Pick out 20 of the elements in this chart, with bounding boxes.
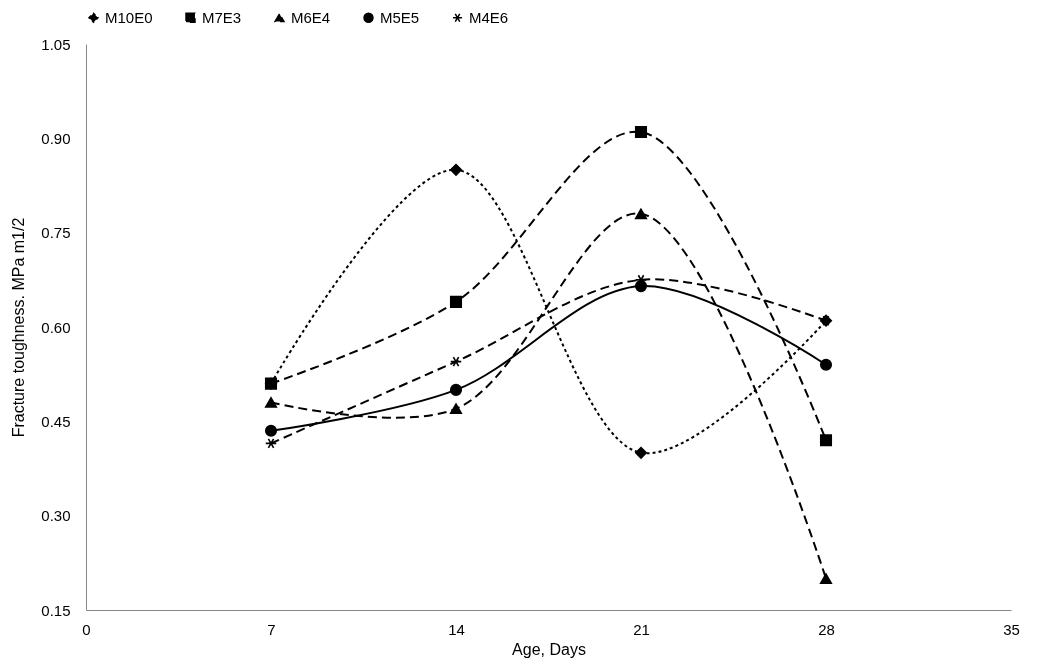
y-tick-label: 0.45 [41,412,71,430]
x-axis-title: Age, Days [512,640,586,658]
y-axis-title: Fracture toughness. MPa m1/2 [10,217,28,438]
y-tick-label: 0.90 [41,129,71,147]
y-tick-label: 1.05 [41,35,71,53]
legend-label: M6E4 [291,8,331,26]
x-tick-label: 21 [633,620,650,638]
y-tick-label: 0.60 [41,318,71,336]
legend-label: M7E3 [202,8,242,26]
x-tick-label: 7 [267,620,276,638]
legend-label: M5E5 [380,8,420,26]
x-tick-label: 14 [448,620,465,638]
legend-label: M4E6 [469,8,509,26]
legend-label: M10E0 [105,8,153,26]
x-tick-label: 0 [82,620,91,638]
y-tick-label: 0.30 [41,507,71,525]
x-tick-label: 28 [818,620,835,638]
x-tick-label: 35 [1003,620,1020,638]
y-tick-label: 0.75 [41,224,71,242]
y-tick-label: 0.15 [41,601,71,619]
